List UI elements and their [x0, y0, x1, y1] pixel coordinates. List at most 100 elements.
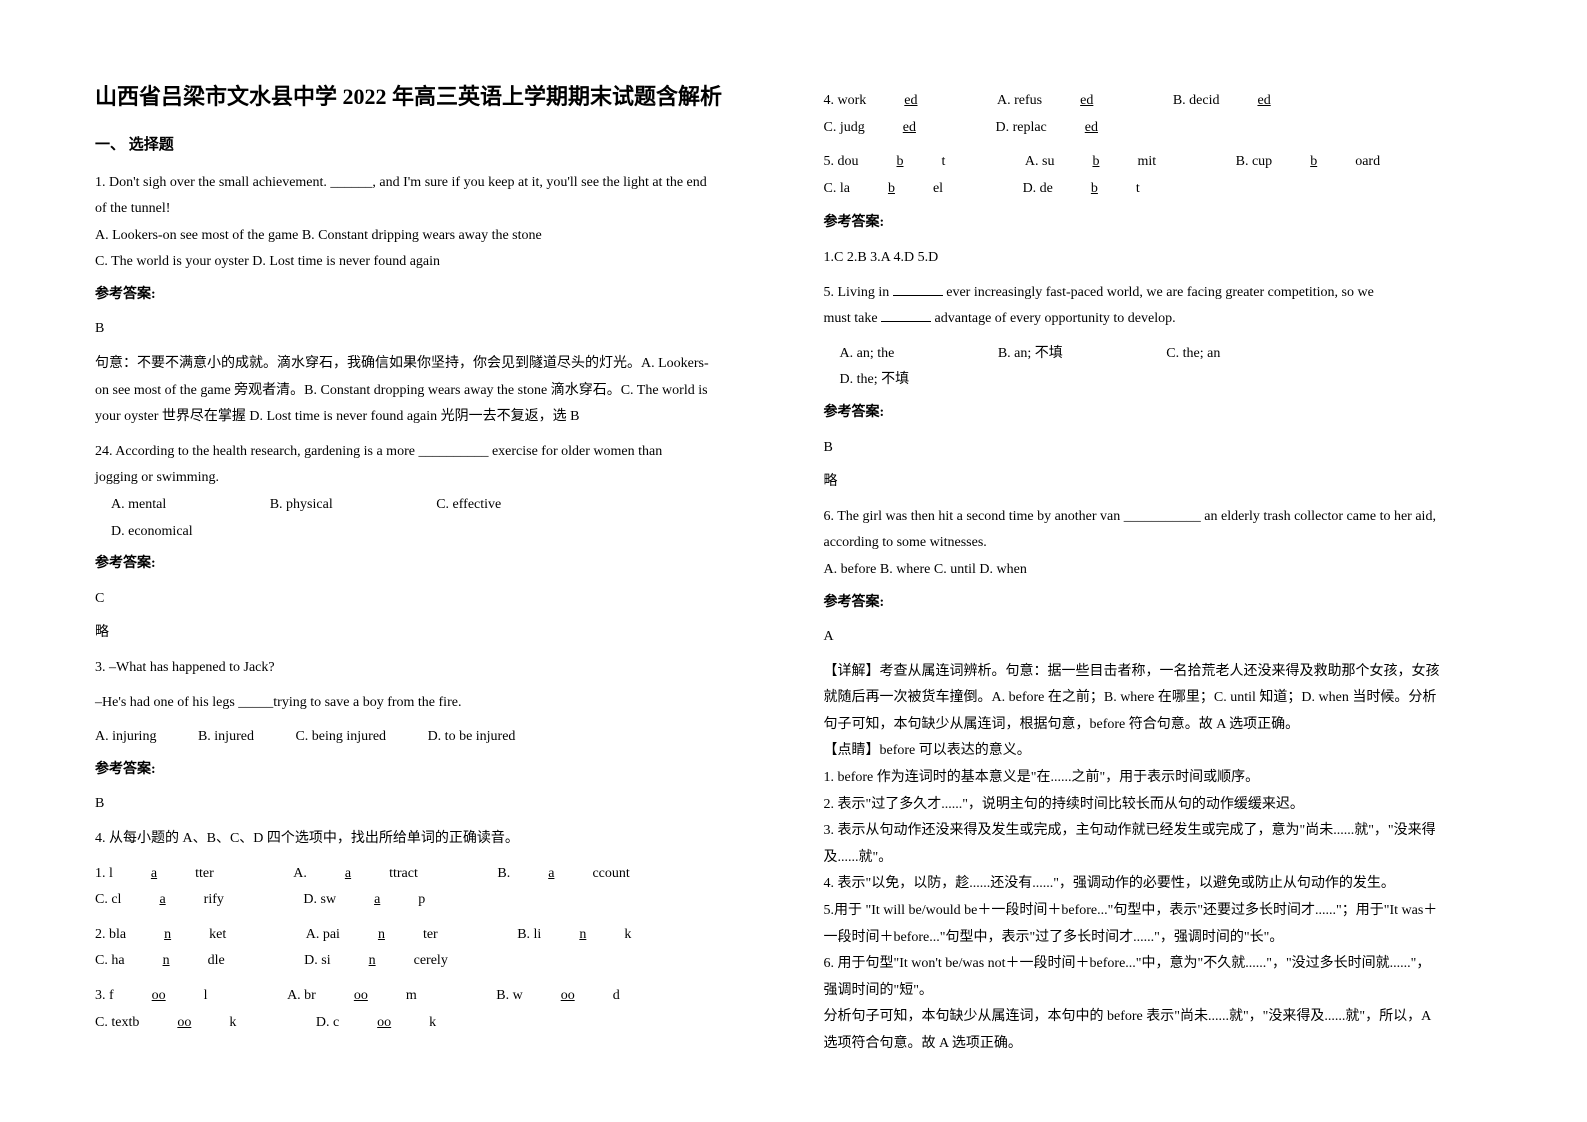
q4-item1: 1. latter A. attract B. account C. clari…	[95, 861, 764, 914]
question-5: 5. Living in ever increasingly fast-pace…	[824, 280, 1493, 496]
question-24: 24. According to the health research, ga…	[95, 439, 764, 647]
answer-label: 参考答案:	[95, 551, 764, 578]
left-column: 山西省吕梁市文水县中学 2022 年高三英语上学期期末试题含解析 一、 选择题 …	[95, 80, 764, 1082]
q3-A: A. injuring	[95, 724, 156, 751]
q4-i3-word: 3. fool	[95, 983, 246, 1010]
question-3: 3. –What has happened to Jack? –He's had…	[95, 655, 764, 818]
q4-i5-A: A. submit	[1025, 149, 1194, 176]
q6-line2: according to some witnesses.	[824, 530, 1493, 557]
q4-item3: 3. fool A. broom B. wood C. textbook D. …	[95, 983, 764, 1036]
q4-i4-D: D. replaced	[995, 115, 1136, 142]
q4-item4: 4. worked A. refused B. decided C. judge…	[824, 88, 1493, 141]
q3-line2: –He's had one of his legs _____trying to…	[95, 690, 764, 717]
q4-i3-C: C. textbook	[95, 1010, 274, 1037]
q6-dt: 【点睛】before 可以表达的意义。	[824, 738, 1493, 765]
q24-C: C. effective	[436, 492, 501, 519]
answer-label: 参考答案:	[824, 210, 1493, 237]
q4-i5-D: D. debt	[1023, 176, 1178, 203]
q4-i5-word: 5. doubt	[824, 149, 984, 176]
q3-C: C. being injured	[295, 724, 386, 751]
answer-label: 参考答案:	[95, 757, 764, 784]
q4-i3-D: D. cook	[316, 1010, 474, 1037]
question-4: 4. 从每小题的 A、B、C、D 四个选项中，找出所给单词的正确读音。 1. l…	[95, 826, 764, 1036]
q6-p6b: 强调时间的"短"。	[824, 978, 1493, 1005]
q6-line1: 6. The girl was then hit a second time b…	[824, 504, 1493, 531]
q1-optA: A. Lookers-on see most of the game B. Co…	[95, 223, 764, 250]
q4-i2-A: A. painter	[306, 922, 476, 949]
answer-label: 参考答案:	[824, 400, 1493, 427]
q1-line1: 1. Don't sigh over the small achievement…	[95, 170, 764, 197]
q3-options: A. injuring B. injured C. being injured …	[95, 724, 764, 751]
q6-p3: 3. 表示从句动作还没来得及发生或完成，主句动作就已经发生或完成了，意为"尚未.…	[824, 818, 1493, 845]
q4-item2: 2. blanket A. painter B. link C. handle …	[95, 922, 764, 975]
section-heading: 一、 选择题	[95, 131, 764, 160]
q24-line2: jogging or swimming.	[95, 465, 764, 492]
q24-A: A. mental	[111, 492, 166, 519]
q5-line1: 5. Living in ever increasingly fast-pace…	[824, 280, 1493, 307]
q3-D: D. to be injured	[428, 724, 516, 751]
question-6: 6. The girl was then hit a second time b…	[824, 504, 1493, 1058]
q5-ans: B	[824, 435, 1493, 462]
question-1: 1. Don't sigh over the small achievement…	[95, 170, 764, 431]
q4-i4-word: 4. worked	[824, 88, 956, 115]
q4-i2-B: B. link	[517, 922, 669, 949]
answer-label: 参考答案:	[95, 282, 764, 309]
q24-ans: C	[95, 586, 764, 613]
q5-line2: must take advantage of every opportunity…	[824, 306, 1493, 333]
q5-options: A. an; the B. an; 不填 C. the; an D. the; …	[824, 341, 1493, 394]
q4-i2-word: 2. blanket	[95, 922, 264, 949]
q4-i2-C: C. handle	[95, 948, 263, 975]
q4-i4-A: A. refused	[997, 88, 1131, 115]
q5-C: C. the; an	[1166, 341, 1220, 368]
q4-i1-B: B. account	[497, 861, 667, 888]
q24-B: B. physical	[270, 492, 333, 519]
q1-exp3: your oyster 世界尽在掌握 D. Lost time is never…	[95, 404, 764, 431]
q4-i4-C: C. judged	[824, 115, 954, 142]
q24-lue: 略	[95, 620, 764, 647]
q4-i1-A: A. attract	[293, 861, 456, 888]
q5-B: B. an; 不填	[998, 341, 1063, 368]
q6-p5b: 一段时间＋before..."句型中，表示"过了多长时间才......"，强调时…	[824, 925, 1493, 952]
q1-line2: of the tunnel!	[95, 196, 764, 223]
q6-p1: 1. before 作为连词时的基本意义是"在......之前"，用于表示时间或…	[824, 765, 1493, 792]
q24-options: A. mental B. physical C. effective D. ec…	[95, 492, 764, 545]
q6-p6: 6. 用于句型"It won't be/was not＋一段时间＋before.…	[824, 951, 1493, 978]
q24-line1: 24. According to the health research, ga…	[95, 439, 764, 466]
q6-ans: A	[824, 624, 1493, 651]
q4-ans: 1.C 2.B 3.A 4.D 5.D	[824, 245, 1493, 272]
q3-line1: 3. –What has happened to Jack?	[95, 655, 764, 682]
q4-i5-B: B. cupboard	[1236, 149, 1418, 176]
right-column: 4. worked A. refused B. decided C. judge…	[824, 80, 1493, 1082]
q4-i1-D: D. swap	[303, 887, 463, 914]
q4-item5: 5. doubt A. submit B. cupboard C. label …	[824, 149, 1493, 202]
q6-p7b: 选项符合句意。故 A 选项正确。	[824, 1031, 1493, 1058]
q1-optC: C. The world is your oyster D. Lost time…	[95, 249, 764, 276]
q6-exp3: 句子可知，本句缺少从属连词，根据句意，before 符合句意。故 A 选项正确。	[824, 712, 1493, 739]
q4-intro: 4. 从每小题的 A、B、C、D 四个选项中，找出所给单词的正确读音。	[95, 826, 764, 853]
q24-D: D. economical	[111, 519, 193, 546]
q4-i3-A: A. broom	[287, 983, 455, 1010]
q4-i4-B: B. decided	[1173, 88, 1309, 115]
q6-p4: 4. 表示"以免，以防，趁......还没有......"，强调动作的必要性，以…	[824, 871, 1493, 898]
q4-i2-D: D. sincerely	[304, 948, 486, 975]
q5-lue: 略	[824, 469, 1493, 496]
q6-p2: 2. 表示"过了多久才......"，说明主句的持续时间比较长而从句的动作缓缓来…	[824, 792, 1493, 819]
document-title: 山西省吕梁市文水县中学 2022 年高三英语上学期期末试题含解析	[95, 80, 764, 113]
q6-p7: 分析句子可知，本句缺少从属连词，本句中的 before 表示"尚未......就…	[824, 1004, 1493, 1031]
q6-exp2: 就随后再一次被货车撞倒。A. before 在之前；B. where 在哪里；C…	[824, 685, 1493, 712]
q3-B: B. injured	[198, 724, 254, 751]
q5-D: D. the; 不填	[840, 367, 910, 394]
q4-i1-word: 1. latter	[95, 861, 252, 888]
q6-exp1: 【详解】考查从属连词辨析。句意：据一些目击者称，一名拾荒老人还没来得及救助那个女…	[824, 659, 1493, 686]
q6-p3b: 及......就"。	[824, 845, 1493, 872]
q5-A: A. an; the	[840, 341, 895, 368]
answer-label: 参考答案:	[824, 590, 1493, 617]
q4-i3-B: B. wood	[496, 983, 657, 1010]
q4-i5-C: C. label	[824, 176, 982, 203]
q6-opts: A. before B. where C. until D. when	[824, 557, 1493, 584]
q3-ans: B	[95, 791, 764, 818]
q4-i1-C: C. clarify	[95, 887, 262, 914]
q6-p5: 5.用于 "It will be/would be＋一段时间＋before...…	[824, 898, 1493, 925]
q1-exp1: 句意：不要不满意小的成就。滴水穿石，我确信如果你坚持，你会见到隧道尽头的灯光。A…	[95, 351, 764, 378]
q1-ans: B	[95, 316, 764, 343]
